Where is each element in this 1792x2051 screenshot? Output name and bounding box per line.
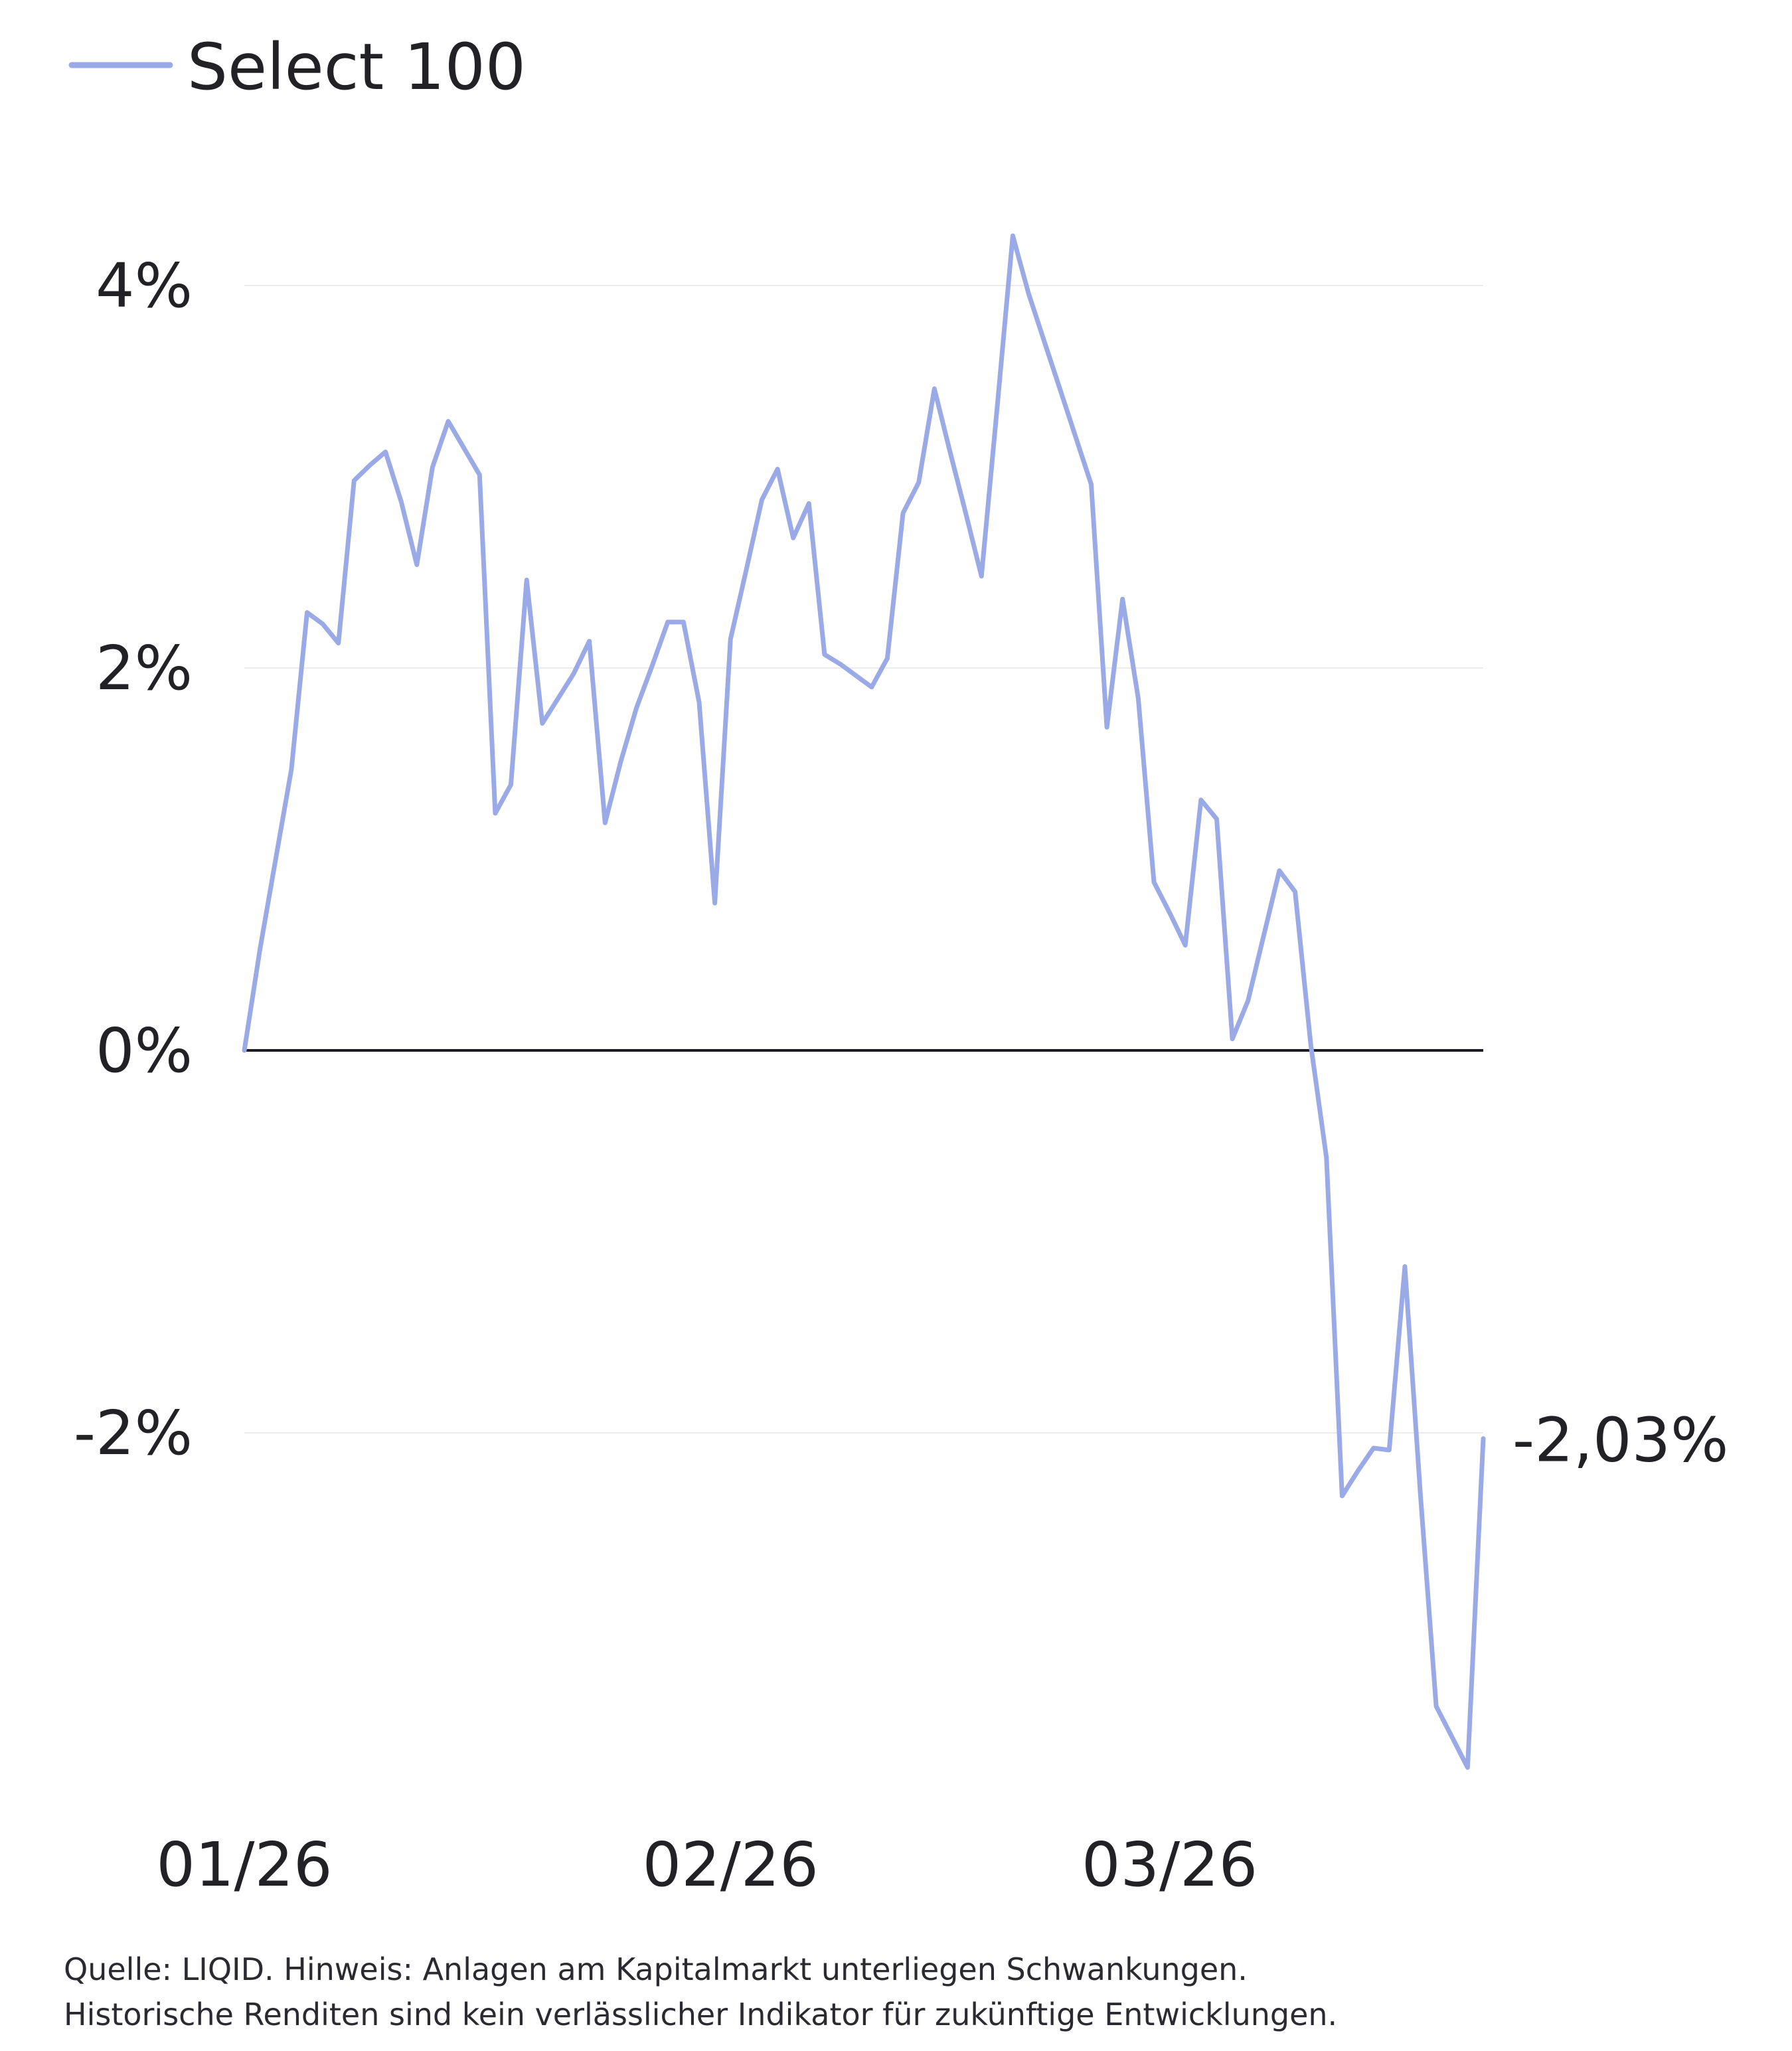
- data-point: [666, 620, 670, 624]
- y-tick-label: 0%: [96, 1015, 193, 1086]
- data-point: [462, 446, 466, 450]
- data-point: [713, 901, 717, 905]
- data-point: [242, 1048, 246, 1052]
- data-point: [1372, 1446, 1376, 1450]
- footnote-line-2: Historische Renditen sind kein verlässli…: [64, 1997, 1338, 2032]
- data-point: [1465, 1765, 1469, 1769]
- data-point: [1042, 339, 1046, 343]
- data-point: [384, 450, 388, 454]
- data-point: [1168, 911, 1172, 915]
- y-axis-tick-labels: 4% 2% 0% -2%: [74, 250, 193, 1469]
- line-chart: Select 100 4% 2% 0% -2% 01/26 02/26 03/26 -2,…: [68, 30, 1728, 1900]
- data-point: [1105, 725, 1109, 729]
- data-point: [791, 536, 795, 540]
- legend: Select 100: [68, 30, 526, 104]
- series-line-select-100: [242, 233, 1486, 1770]
- data-point: [588, 639, 592, 643]
- data-point: [1419, 1494, 1423, 1498]
- data-point: [1026, 291, 1030, 295]
- series-points: [242, 234, 1485, 1769]
- data-point: [274, 857, 278, 861]
- data-point: [572, 672, 576, 676]
- data-point: [1481, 1437, 1485, 1441]
- data-point: [681, 620, 685, 624]
- footnote-line-1: Quelle: LIQID. Hinweis: Anlagen am Kapit…: [64, 1951, 1248, 1987]
- data-point: [1293, 890, 1297, 894]
- data-point: [807, 501, 811, 505]
- data-point: [1356, 1469, 1360, 1473]
- data-point: [728, 637, 732, 641]
- data-point: [1136, 697, 1140, 700]
- data-point: [1434, 1704, 1438, 1708]
- data-point: [1246, 999, 1250, 1003]
- data-point: [540, 722, 544, 726]
- data-point: [1325, 1155, 1329, 1159]
- data-point: [352, 479, 356, 483]
- data-point: [823, 653, 827, 657]
- data-point: [650, 664, 654, 668]
- x-tick-label: 02/26: [643, 1829, 819, 1900]
- legend-label: Select 100: [187, 30, 526, 104]
- data-point: [525, 578, 529, 582]
- data-point: [1309, 1042, 1313, 1046]
- end-value-label: -2,03%: [1512, 1405, 1728, 1476]
- data-point: [744, 568, 748, 572]
- data-point: [870, 685, 874, 689]
- data-point: [1183, 943, 1187, 947]
- data-point: [1340, 1494, 1344, 1498]
- data-point: [619, 760, 623, 764]
- y-tick-label: -2%: [74, 1398, 193, 1469]
- data-point: [1152, 880, 1156, 884]
- data-point: [775, 467, 779, 471]
- data-point: [1074, 435, 1078, 439]
- data-point: [1011, 234, 1015, 238]
- data-point: [1215, 817, 1219, 821]
- data-point: [1058, 387, 1062, 391]
- data-point: [509, 783, 513, 787]
- data-point: [1199, 798, 1203, 802]
- data-point: [321, 622, 325, 626]
- data-point: [932, 387, 936, 391]
- data-point: [964, 511, 968, 515]
- data-point: [603, 821, 607, 825]
- data-point: [948, 450, 952, 454]
- y-tick-label: 2%: [96, 633, 193, 704]
- data-point: [635, 706, 639, 710]
- data-point: [917, 481, 921, 485]
- data-point: [477, 473, 481, 477]
- data-point: [1090, 483, 1094, 487]
- data-point: [697, 700, 701, 704]
- data-point: [760, 498, 764, 502]
- data-point: [305, 611, 309, 615]
- data-point: [839, 662, 843, 666]
- data-point: [289, 768, 293, 772]
- data-point: [979, 574, 983, 578]
- data-point: [493, 811, 497, 815]
- x-axis-tick-labels: 01/26 02/26 03/26: [156, 1829, 1258, 1900]
- grid-lines: [244, 285, 1483, 1434]
- data-point: [1230, 1037, 1234, 1041]
- y-tick-label: 4%: [96, 250, 193, 321]
- data-point: [995, 406, 999, 410]
- data-point: [1403, 1264, 1407, 1268]
- data-point: [1450, 1735, 1454, 1739]
- data-point: [901, 511, 905, 515]
- data-point: [258, 947, 262, 951]
- data-point: [399, 499, 403, 503]
- data-point: [1387, 1448, 1391, 1452]
- data-point: [368, 463, 372, 467]
- data-point: [1262, 934, 1265, 938]
- data-point: [446, 420, 450, 424]
- data-point: [1277, 868, 1281, 872]
- x-tick-label: 03/26: [1082, 1829, 1258, 1900]
- data-point: [556, 697, 560, 700]
- data-point: [415, 563, 419, 567]
- x-tick-label: 01/26: [156, 1829, 332, 1900]
- data-point: [430, 465, 434, 469]
- data-point: [337, 641, 341, 645]
- data-point: [1121, 597, 1125, 601]
- data-point: [885, 657, 889, 661]
- footnote: Quelle: LIQID. Hinweis: Anlagen am Kapit…: [64, 1947, 1763, 2037]
- data-point: [854, 674, 858, 678]
